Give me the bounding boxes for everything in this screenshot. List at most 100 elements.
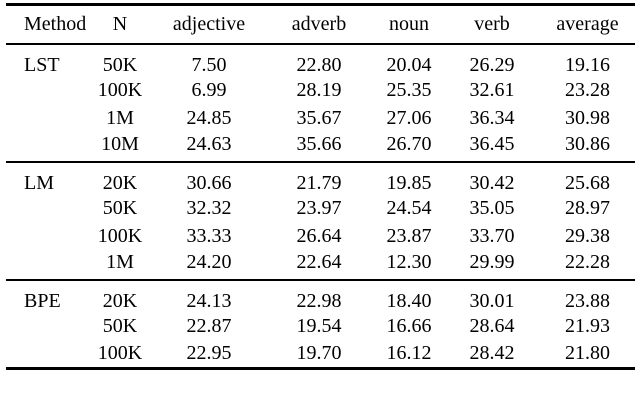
value-cell: 30.86 xyxy=(565,132,610,155)
table-row: 50K 32.32 23.97 24.54 35.05 28.97 xyxy=(6,195,635,223)
n-cell: 50K xyxy=(102,53,138,76)
value-cell: 18.40 xyxy=(386,289,432,312)
value-cell: 26.29 xyxy=(469,53,515,76)
table-row: 50K 22.87 19.54 16.66 28.64 21.93 xyxy=(6,313,635,341)
n-cell: 50K xyxy=(102,197,138,219)
column-header-adverb: adverb xyxy=(291,12,347,35)
value-cell: 22.98 xyxy=(296,289,342,312)
value-cell: 16.66 xyxy=(386,315,432,337)
value-cell: 19.70 xyxy=(296,341,342,364)
value-cell: 28.97 xyxy=(565,197,610,219)
value-cell: 23.87 xyxy=(386,225,432,247)
n-cell: 1M xyxy=(106,250,134,273)
value-cell: 22.80 xyxy=(296,53,342,76)
method-cell: LM xyxy=(24,171,54,194)
method-cell xyxy=(6,223,86,251)
value-cell: 30.01 xyxy=(469,289,515,312)
value-cell: 36.45 xyxy=(469,132,515,155)
method-cell: BPE xyxy=(24,289,61,312)
value-cell: 29.99 xyxy=(469,250,515,273)
value-cell: 7.50 xyxy=(191,53,227,76)
method-cell xyxy=(6,105,86,133)
column-header-method: Method xyxy=(24,12,87,35)
method-cell xyxy=(6,251,86,280)
n-cell: 100K xyxy=(97,341,143,364)
value-cell: 12.30 xyxy=(386,250,432,273)
value-cell: 23.88 xyxy=(565,289,610,312)
value-cell: 35.67 xyxy=(296,107,342,129)
method-cell xyxy=(6,313,86,341)
value-cell: 26.70 xyxy=(386,132,432,155)
value-cell: 16.12 xyxy=(386,341,432,364)
table-row: 1M 24.85 35.67 27.06 36.34 30.98 xyxy=(6,105,635,133)
section-lst: LST 50K 7.50 22.80 20.04 26.29 19.16 100K 6.99 28… xyxy=(6,43,635,162)
table-row: 100K 22.95 19.70 16.12 28.42 21.80 xyxy=(6,341,635,369)
value-cell: 20.04 xyxy=(386,53,432,76)
section-bpe: BPE 20K 24.13 22.98 18.40 30.01 23.88 50K 22.87 1… xyxy=(6,279,635,369)
value-cell: 24.54 xyxy=(386,197,432,219)
column-header-average: average xyxy=(556,12,619,35)
value-cell: 19.16 xyxy=(565,53,610,76)
table-header: Method N adjective adverb noun verb aver… xyxy=(6,5,635,44)
n-cell: 10M xyxy=(101,132,139,155)
value-cell: 36.34 xyxy=(469,107,515,129)
table-row: 10M 24.63 35.66 26.70 36.45 30.86 xyxy=(6,133,635,162)
value-cell: 22.87 xyxy=(186,315,232,337)
n-cell: 20K xyxy=(102,289,138,312)
value-cell: 35.66 xyxy=(296,132,342,155)
method-cell xyxy=(6,133,86,162)
n-cell: 100K xyxy=(97,225,143,247)
value-cell: 32.61 xyxy=(469,79,515,101)
value-cell: 23.28 xyxy=(565,79,610,101)
value-cell: 24.13 xyxy=(186,289,232,312)
value-cell: 21.79 xyxy=(296,171,342,194)
value-cell: 28.19 xyxy=(296,79,342,101)
value-cell: 33.33 xyxy=(186,225,232,247)
results-table: Method N adjective adverb noun verb aver… xyxy=(6,3,635,370)
n-cell: 20K xyxy=(102,171,138,194)
header-row: Method N adjective adverb noun verb aver… xyxy=(6,5,635,44)
method-cell: LST xyxy=(24,53,60,76)
table-row: 100K 6.99 28.19 25.35 32.61 23.28 xyxy=(6,77,635,105)
table-row: LM 20K 30.66 21.79 19.85 30.42 25.68 xyxy=(6,162,635,195)
value-cell: 32.32 xyxy=(186,197,232,219)
method-cell xyxy=(6,77,86,105)
column-header-adjective: adjective xyxy=(172,12,246,35)
value-cell: 6.99 xyxy=(191,79,227,101)
method-cell xyxy=(6,195,86,223)
value-cell: 19.85 xyxy=(386,171,432,194)
section-lm: LM 20K 30.66 21.79 19.85 30.42 25.68 50K 32.32 23… xyxy=(6,161,635,280)
value-cell: 30.98 xyxy=(565,107,610,129)
value-cell: 22.95 xyxy=(186,341,232,364)
table-row: LST 50K 7.50 22.80 20.04 26.29 19.16 xyxy=(6,44,635,77)
column-header-noun: noun xyxy=(389,12,429,35)
value-cell: 21.80 xyxy=(565,341,610,364)
value-cell: 35.05 xyxy=(469,197,515,219)
table-row: BPE 20K 24.13 22.98 18.40 30.01 23.88 xyxy=(6,280,635,313)
value-cell: 24.20 xyxy=(186,250,232,273)
n-cell: 50K xyxy=(102,315,138,337)
column-header-n: N xyxy=(112,12,128,35)
n-cell: 1M xyxy=(106,107,134,129)
value-cell: 25.68 xyxy=(565,171,610,194)
value-cell: 22.28 xyxy=(565,250,610,273)
value-cell: 30.42 xyxy=(469,171,515,194)
value-cell: 30.66 xyxy=(186,171,232,194)
value-cell: 27.06 xyxy=(386,107,432,129)
value-cell: 28.64 xyxy=(469,315,515,337)
value-cell: 21.93 xyxy=(565,315,610,337)
value-cell: 33.70 xyxy=(469,225,515,247)
value-cell: 29.38 xyxy=(565,225,610,247)
column-header-verb: verb xyxy=(474,12,510,35)
n-cell: 100K xyxy=(97,79,143,101)
value-cell: 24.85 xyxy=(186,107,232,129)
value-cell: 19.54 xyxy=(296,315,342,337)
method-cell xyxy=(6,341,86,369)
table-row: 1M 24.20 22.64 12.30 29.99 22.28 xyxy=(6,251,635,280)
value-cell: 24.63 xyxy=(186,132,232,155)
value-cell: 28.42 xyxy=(469,341,515,364)
value-cell: 26.64 xyxy=(296,225,342,247)
value-cell: 23.97 xyxy=(296,197,342,219)
table-row: 100K 33.33 26.64 23.87 33.70 29.38 xyxy=(6,223,635,251)
value-cell: 25.35 xyxy=(386,79,432,101)
